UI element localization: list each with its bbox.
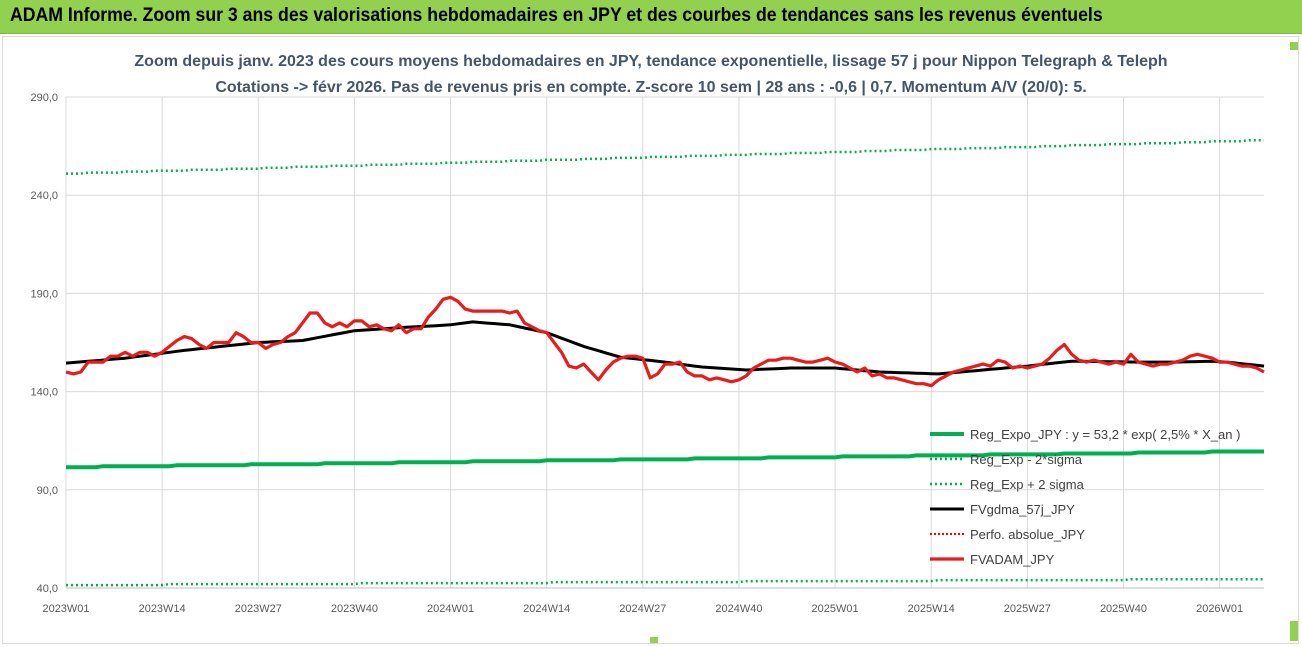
frame-corner-marker-bottom xyxy=(1290,621,1298,641)
series-layer xyxy=(65,138,1265,587)
x-tick-label: 2025W27 xyxy=(1004,603,1051,615)
x-tick-label: 2024W27 xyxy=(619,603,666,615)
series-fvgdma-57j xyxy=(65,320,1265,376)
legend-label: Perfo. absolue_JPY xyxy=(970,527,1085,542)
legend: Reg_Expo_JPY : y = 53,2 * exp( 2,5% * X_… xyxy=(930,427,1240,567)
axes: 40,0 90,0 140,0 190,0 240,0 290,0 2023W01 2023W… xyxy=(30,92,1264,615)
series-reg-expo xyxy=(66,449,1264,470)
legend-label: FVADAM_JPY xyxy=(970,552,1055,567)
chart-subtitle: Cotations -> févr 2026. Pas de revenus p… xyxy=(215,79,1087,96)
y-tick-label: 140,0 xyxy=(30,387,58,399)
series-reg-exp-plus-2sigma xyxy=(66,138,1264,175)
y-tick-label: 40,0 xyxy=(37,583,58,595)
legend-label: FVgdma_57j_JPY xyxy=(970,502,1075,517)
frame-edge-marker xyxy=(650,637,658,643)
frame-corner-marker xyxy=(1290,42,1298,50)
y-tick-label: 290,0 xyxy=(30,92,58,104)
series-fvadam xyxy=(65,295,1265,388)
x-tick-label: 2023W01 xyxy=(42,603,89,615)
legend-label: Reg_Exp - 2*sigma xyxy=(970,452,1083,467)
legend-label: Reg_Exp + 2 sigma xyxy=(970,477,1085,492)
x-tick-label: 2025W14 xyxy=(908,603,955,615)
x-tick-label: 2025W40 xyxy=(1100,603,1147,615)
report-banner: ADAM Informe. Zoom sur 3 ans des valoris… xyxy=(0,0,1302,34)
x-tick-label: 2024W40 xyxy=(715,603,762,615)
x-tick-label: 2026W01 xyxy=(1196,603,1243,615)
y-tick-label: 190,0 xyxy=(30,288,58,300)
x-tick-label: 2024W14 xyxy=(523,603,570,615)
x-tick-label: 2023W27 xyxy=(235,603,282,615)
legend-label: Reg_Expo_JPY : y = 53,2 * exp( 2,5% * X_… xyxy=(970,427,1240,442)
y-tick-label: 90,0 xyxy=(37,485,58,497)
x-tick-label: 2023W40 xyxy=(331,603,378,615)
chart-frame xyxy=(2,36,1299,644)
x-tick-label: 2024W01 xyxy=(427,603,474,615)
chart-title: Zoom depuis janv. 2023 des cours moyens … xyxy=(134,53,1168,70)
y-tick-label: 240,0 xyxy=(30,190,58,202)
report-title: ADAM Informe. Zoom sur 3 ans des valoris… xyxy=(10,5,1103,26)
series-reg-exp-minus-2sigma xyxy=(66,577,1264,587)
x-tick-label: 2023W14 xyxy=(139,603,186,615)
x-tick-label: 2025W01 xyxy=(812,603,859,615)
